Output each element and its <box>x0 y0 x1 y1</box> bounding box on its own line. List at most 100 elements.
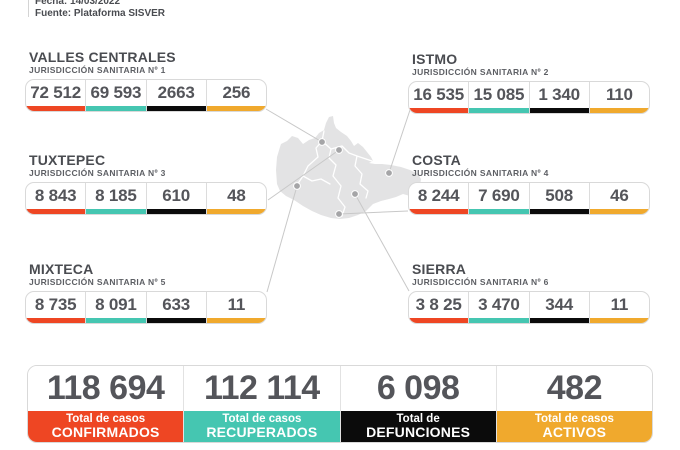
stat-box: 8 843 8 185 610 48 <box>25 182 267 215</box>
deaths-strip <box>146 318 206 323</box>
jurisdiction-tuxtepec: TUXTEPEC JURISDICCIÓN SANITARIA Nº 3 8 8… <box>25 153 267 215</box>
total-recovered-label: Total de casos RECUPERADOS <box>184 411 340 442</box>
active-strip <box>589 108 649 113</box>
jurisdiction-sierra: SIERRA JURISDICCIÓN SANITARIA Nº 6 3 8 2… <box>408 262 650 324</box>
value-text: 256 <box>222 83 251 102</box>
recovered-strip <box>86 318 146 323</box>
confirmed-strip <box>409 209 469 214</box>
report-date: Fecha: 14/03/2022 <box>35 0 121 7</box>
label-line2: RECUPERADOS <box>206 424 318 441</box>
total-active-value: 482 <box>496 366 652 411</box>
line-valles-centrales <box>265 108 323 143</box>
jurisdiction-mixteca: MIXTECA JURISDICCIÓN SANITARIA Nº 5 8 73… <box>25 262 267 324</box>
total-active: 482 Total de casos ACTIVOS <box>495 366 652 442</box>
confirmed-strip <box>26 318 86 323</box>
total-confirmed-label: Total de casos CONFIRMADOS <box>28 411 184 442</box>
value-text: 508 <box>545 186 573 205</box>
line-costa <box>338 210 409 215</box>
dot-tuxtepec <box>335 146 343 154</box>
value-text: 11 <box>610 295 629 314</box>
value-text: 11 <box>227 295 246 314</box>
line-sierra <box>354 193 410 292</box>
jurisdiction-title: ISTMO <box>412 51 458 67</box>
recovered-strip <box>469 318 529 323</box>
region-borders <box>296 130 373 217</box>
active-strip <box>206 106 266 111</box>
recovered-value: 8 091 <box>85 292 146 323</box>
active-value: 46 <box>588 183 649 214</box>
value-text: 3 8 25 <box>415 295 462 314</box>
value-text: 15 085 <box>473 85 525 104</box>
value-text: 1 340 <box>538 85 580 104</box>
value-text: 8 185 <box>95 186 137 205</box>
value-text: 2663 <box>157 83 195 102</box>
recovered-value: 3 470 <box>468 292 529 323</box>
dot-istmo <box>385 169 393 177</box>
deaths-strip <box>146 209 206 214</box>
confirmed-value: 8 244 <box>409 183 469 214</box>
recovered-strip <box>469 209 529 214</box>
jurisdiction-subtitle: JURISDICCIÓN SANITARIA Nº 3 <box>29 168 166 178</box>
confirmed-value: 72 512 <box>26 80 86 111</box>
line-mixteca <box>266 185 298 293</box>
stat-box: 8 244 7 690 508 46 <box>408 182 650 215</box>
value-text: 8 244 <box>417 186 460 205</box>
recovered-value: 15 085 <box>468 82 529 113</box>
value-text: 69 593 <box>90 83 142 102</box>
meta-divider <box>28 0 29 17</box>
value-text: 3 470 <box>478 295 520 314</box>
confirmed-value: 8 843 <box>26 183 86 214</box>
jurisdiction-title: TUXTEPEC <box>29 152 106 168</box>
total-confirmed-value: 118 694 <box>28 366 184 411</box>
value-text: 633 <box>162 295 190 314</box>
dot-valles-centrales <box>318 138 326 146</box>
jurisdiction-valles-centrales: VALLES CENTRALES JURISDICCIÓN SANITARIA … <box>25 50 267 112</box>
label-line1: Total de casos <box>222 413 302 426</box>
recovered-value: 69 593 <box>85 80 146 111</box>
value-text: 610 <box>162 186 190 205</box>
stat-box: 8 735 8 091 633 11 <box>25 291 267 324</box>
oaxaca-state-shape <box>276 116 421 219</box>
value-text: 8 843 <box>34 186 77 205</box>
active-value: 11 <box>588 292 649 323</box>
value-text: 16 535 <box>413 85 465 104</box>
total-active-label: Total de casos ACTIVOS <box>496 411 652 442</box>
total-recovered-value: 112 114 <box>184 366 340 411</box>
confirmed-value: 3 8 25 <box>409 292 469 323</box>
value-text: 110 <box>605 85 633 104</box>
label-line1: Total de <box>396 413 440 426</box>
label-line1: Total de casos <box>534 413 614 426</box>
recovered-strip <box>469 108 529 113</box>
dot-sierra <box>351 190 359 198</box>
jurisdiction-title: MIXTECA <box>29 261 94 277</box>
total-recovered: 112 114 Total de casos RECUPERADOS <box>183 366 340 442</box>
deaths-value: 633 <box>145 292 206 323</box>
label-line1: Total de casos <box>66 413 146 426</box>
active-value: 48 <box>205 183 266 214</box>
value-text: 46 <box>610 186 629 205</box>
confirmed-strip <box>409 318 469 323</box>
label-line2: DEFUNCIONES <box>366 424 471 441</box>
confirmed-value: 8 735 <box>26 292 86 323</box>
jurisdiction-title: COSTA <box>412 152 461 168</box>
total-deaths: 6 098 Total de DEFUNCIONES <box>339 366 496 442</box>
active-strip <box>589 209 649 214</box>
stat-box: 72 512 69 593 2663 256 <box>25 79 267 112</box>
label-line2: CONFIRMADOS <box>51 424 160 441</box>
active-value: 11 <box>205 292 266 323</box>
line-tuxtepec <box>267 149 340 201</box>
active-strip <box>206 209 266 214</box>
jurisdiction-subtitle: JURISDICCIÓN SANITARIA Nº 5 <box>29 277 166 287</box>
jurisdiction-costa: COSTA JURISDICCIÓN SANITARIA Nº 4 8 244 … <box>408 153 650 215</box>
deaths-strip <box>529 209 589 214</box>
total-confirmed: 118 694 Total de casos CONFIRMADOS <box>28 366 184 442</box>
jurisdiction-istmo: ISTMO JURISDICCIÓN SANITARIA Nº 2 16 535… <box>408 52 650 114</box>
value-text: 72 512 <box>30 83 82 102</box>
totals-bar: 118 694 Total de casos CONFIRMADOS 112 1… <box>27 365 653 443</box>
deaths-value: 344 <box>528 292 589 323</box>
report-meta: Fecha: 14/03/2022 Fuente: Plataforma SIS… <box>35 0 165 20</box>
dot-mixteca <box>293 182 301 190</box>
value-text: 8 735 <box>34 295 77 314</box>
